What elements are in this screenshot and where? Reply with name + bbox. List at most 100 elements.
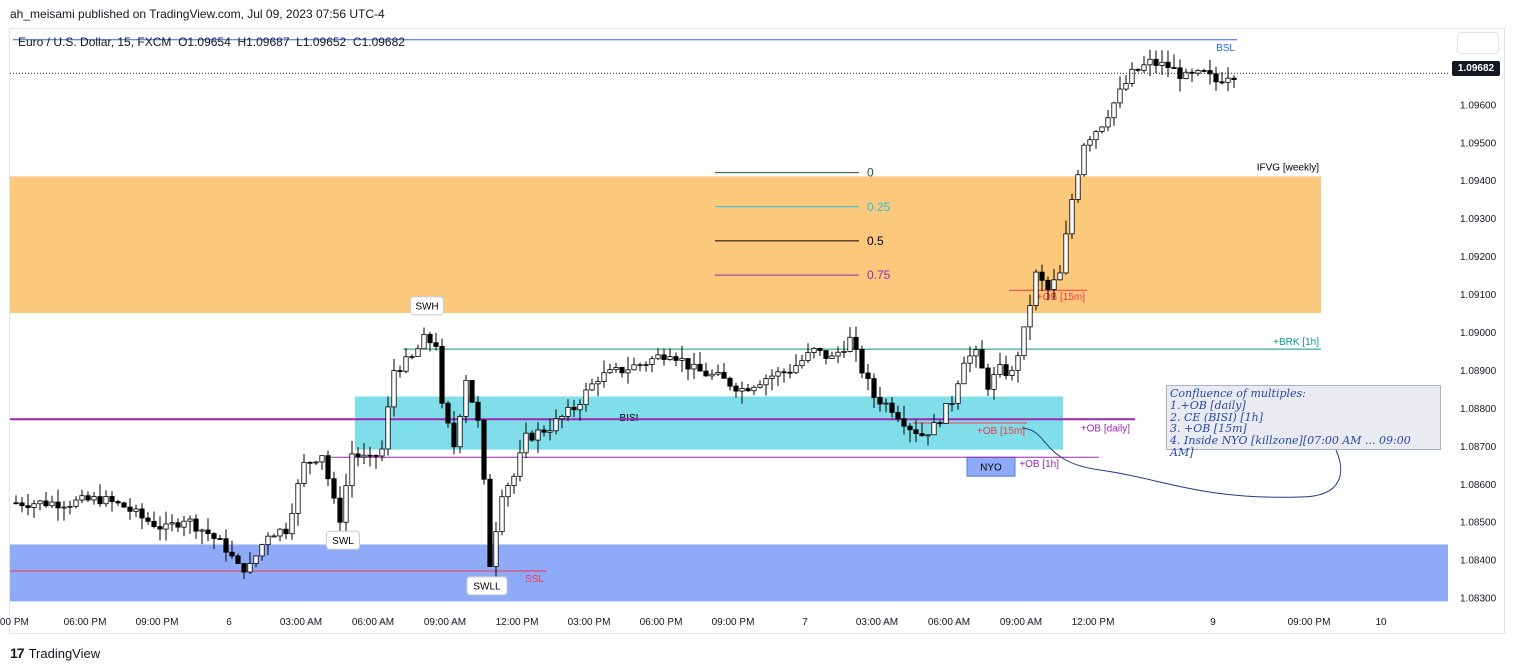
- candle-body: [685, 358, 691, 370]
- candle-body: [625, 369, 631, 374]
- confluence-item: 1.+OB [daily]: [1170, 398, 1246, 412]
- x-tick-label: :00 PM: [0, 617, 29, 628]
- candle-body: [379, 448, 385, 457]
- candle-body: [367, 454, 373, 457]
- candle-body: [1087, 139, 1093, 146]
- x-tick-label: 09:00 PM: [1288, 617, 1331, 628]
- x-tick-label: 10: [1375, 617, 1387, 628]
- candle-body: [889, 402, 895, 413]
- candle-body: [517, 452, 523, 477]
- candle-body: [853, 336, 859, 350]
- candle-body: [307, 461, 313, 464]
- candle-body: [1069, 199, 1075, 235]
- x-tick-label: 06:00 PM: [64, 617, 107, 628]
- candle-body: [823, 350, 829, 359]
- publisher-line: ah_meisami published on TradingView.com,…: [10, 7, 385, 21]
- level-label: +OB [15m]: [1037, 292, 1085, 303]
- candle-body: [775, 371, 781, 377]
- candle-body: [373, 455, 379, 457]
- chart-settings-button[interactable]: [1457, 32, 1499, 54]
- candle-body: [931, 422, 937, 436]
- candle-body: [721, 372, 727, 379]
- candle-body: [781, 371, 787, 374]
- y-tick-label: 1.08300: [1460, 594, 1497, 605]
- candle-body: [787, 371, 793, 374]
- connector-curve: [1021, 427, 1342, 498]
- y-tick-label: 1.09100: [1460, 290, 1497, 301]
- candle-body: [1225, 77, 1231, 83]
- candle-body: [571, 406, 577, 411]
- candle-body: [541, 429, 547, 433]
- candle-body: [1207, 70, 1213, 75]
- candle-body: [481, 419, 487, 480]
- x-tick-label: 9: [1210, 617, 1216, 628]
- candle-body: [937, 422, 943, 425]
- candle-body: [589, 383, 595, 391]
- candle-body: [1027, 305, 1033, 328]
- candle-body: [1117, 88, 1123, 104]
- candle-body: [1153, 58, 1159, 66]
- fib-level-label: 0.5: [867, 234, 884, 248]
- candle-body: [67, 505, 73, 508]
- x-tick-label: 06:00 PM: [640, 617, 683, 628]
- candle-body: [553, 418, 559, 432]
- candle-body: [331, 478, 337, 499]
- candle-body: [985, 367, 991, 390]
- candle-body: [925, 434, 931, 437]
- candle-body: [25, 505, 31, 508]
- candle-body: [235, 555, 241, 564]
- candle-body: [463, 379, 469, 417]
- candle-body: [1171, 67, 1177, 69]
- candle-body: [829, 355, 835, 359]
- x-tick-label: 7: [802, 617, 808, 628]
- candle-body: [877, 397, 883, 405]
- fib-level-label: 0: [867, 166, 874, 180]
- ohlc-open: O1.09654: [178, 35, 231, 49]
- candle-body: [259, 544, 265, 557]
- candle-body: [109, 496, 115, 502]
- candle-body: [187, 518, 193, 522]
- y-tick-label: 1.08600: [1460, 480, 1497, 491]
- candle-body: [703, 370, 709, 377]
- candle-body: [295, 483, 301, 514]
- candle-body: [955, 383, 961, 404]
- candle-body: [997, 364, 1003, 375]
- candle-body: [1147, 58, 1153, 66]
- level-label: SSL: [525, 574, 544, 585]
- zone-label: NYO: [980, 463, 1002, 474]
- pivot-label: SWL: [332, 536, 354, 547]
- candle-body: [607, 369, 613, 374]
- candle-body: [643, 364, 649, 366]
- candle-body: [139, 508, 145, 519]
- symbol-legend: Euro / U.S. Dollar, 15, FXCM O1.09654 H1…: [18, 35, 405, 49]
- y-tick-label: 1.09300: [1460, 214, 1497, 225]
- candle-body: [1213, 73, 1219, 83]
- x-tick-label: 09:00 PM: [136, 617, 179, 628]
- candle-body: [1051, 279, 1057, 290]
- candle-body: [127, 506, 133, 512]
- candle-body: [715, 372, 721, 375]
- footer-brand[interactable]: TradingView: [28, 645, 101, 661]
- x-tick-label: 03:00 AM: [280, 617, 322, 628]
- candle-body: [757, 384, 763, 388]
- candle-body: [535, 429, 541, 441]
- candle-body: [1033, 271, 1039, 307]
- candle-body: [559, 415, 565, 420]
- pivot-label-box: [326, 530, 360, 550]
- candle-body: [565, 406, 571, 417]
- candle-body: [805, 352, 811, 361]
- candle-body: [397, 370, 403, 372]
- candle-body: [895, 412, 901, 420]
- candle-body: [1111, 102, 1117, 119]
- level-label: +OB [1h]: [1019, 459, 1059, 470]
- candle-body: [457, 415, 463, 448]
- candle-body: [1165, 61, 1171, 68]
- candle-body: [499, 496, 505, 533]
- pivot-label: SWLL: [473, 581, 501, 592]
- candle-body: [841, 351, 847, 353]
- candle-body: [193, 518, 199, 532]
- candle-body: [493, 531, 499, 568]
- candle-body: [751, 386, 757, 392]
- candle-body: [19, 502, 25, 507]
